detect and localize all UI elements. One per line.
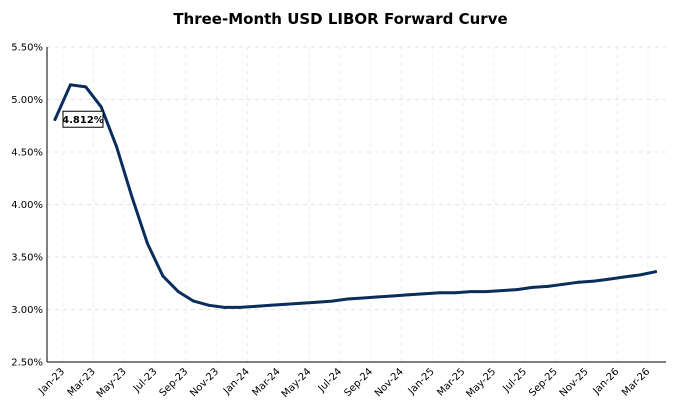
y-tick-label: 4.00% — [11, 200, 43, 211]
x-tick-label: Mar-23 — [66, 366, 98, 398]
data-point — [515, 288, 519, 291]
chart-title: Three-Month USD LIBOR Forward Curve — [173, 10, 508, 28]
x-tick-label: Nov-24 — [373, 366, 406, 399]
data-point — [469, 290, 473, 294]
y-tick-label: 4.50% — [11, 148, 43, 159]
x-tick-label: Sep-23 — [158, 366, 191, 399]
data-point — [577, 280, 580, 284]
data-point — [654, 270, 657, 274]
data-point — [438, 291, 442, 295]
data-point — [207, 303, 211, 307]
data-point — [531, 286, 534, 289]
x-tick-label: May-24 — [280, 366, 314, 400]
data-point — [407, 293, 411, 297]
y-tick-label: 5.50% — [11, 43, 43, 54]
x-tick-label: Jul-23 — [131, 366, 160, 395]
data-point — [146, 241, 149, 245]
data-point — [269, 303, 272, 307]
x-tick-label: Jul-24 — [316, 366, 345, 395]
data-point — [330, 299, 334, 303]
y-tick-label: 5.00% — [11, 95, 43, 106]
x-tick-label: Sep-25 — [527, 366, 560, 399]
data-point — [484, 290, 488, 294]
x-tick-label: Jan-25 — [406, 366, 437, 397]
data-point — [192, 299, 196, 303]
series-line — [53, 83, 658, 309]
x-tick-label: May-25 — [464, 366, 498, 400]
x-tick-label: Mar-26 — [620, 366, 652, 398]
data-point — [130, 195, 134, 199]
x-tick-label: Jan-26 — [591, 366, 622, 397]
x-tick-label: Mar-24 — [251, 366, 283, 398]
data-point — [69, 83, 72, 87]
data-point — [546, 285, 550, 288]
x-tick-label: Nov-23 — [188, 366, 221, 399]
x-tick-label: Jul-25 — [501, 366, 530, 395]
data-point — [300, 301, 303, 305]
data-point — [361, 296, 365, 300]
data-point — [99, 105, 103, 109]
x-tick-label: Jan-24 — [221, 366, 252, 397]
data-point — [253, 304, 257, 308]
data-point — [377, 295, 380, 299]
data-point — [638, 273, 642, 277]
data-point — [623, 275, 627, 279]
data-point — [561, 282, 565, 286]
y-tick-label: 2.50% — [11, 358, 43, 369]
x-tick-label: Jan-23 — [36, 366, 67, 397]
data-point — [608, 277, 611, 281]
data-point — [392, 294, 396, 298]
annotation-box — [62, 110, 104, 128]
data-point — [53, 118, 57, 121]
data-point — [284, 302, 288, 306]
x-tick-label: May-23 — [95, 366, 129, 400]
data-point — [346, 297, 349, 301]
data-point — [223, 306, 226, 309]
data-point — [238, 306, 242, 309]
data-point — [454, 291, 457, 295]
y-tick-label: 3.00% — [11, 305, 43, 316]
data-point — [592, 279, 596, 283]
data-point — [161, 274, 165, 278]
data-point — [423, 292, 426, 296]
x-tick-label: Nov-25 — [558, 366, 591, 399]
data-point — [115, 145, 118, 149]
data-point — [84, 85, 88, 89]
x-tick-label: Mar-25 — [435, 366, 467, 398]
x-tick-label: Sep-24 — [342, 366, 375, 399]
data-point — [500, 289, 503, 292]
annotation-label: 4.812% — [62, 115, 104, 126]
data-point — [315, 300, 319, 304]
data-point — [176, 290, 180, 294]
y-tick-label: 3.50% — [11, 253, 43, 264]
